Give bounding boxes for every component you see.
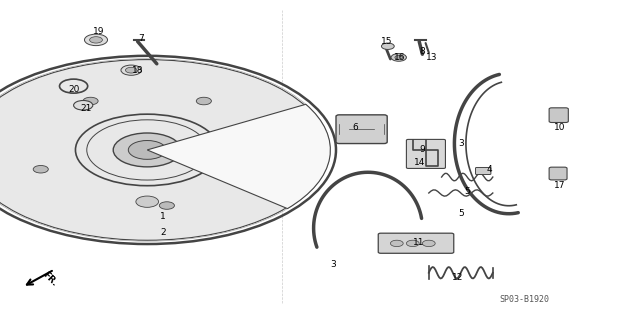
Text: 17: 17 — [554, 181, 566, 189]
FancyBboxPatch shape — [549, 167, 567, 180]
Text: 3: 3 — [458, 139, 463, 148]
Circle shape — [381, 43, 394, 49]
Circle shape — [121, 65, 141, 75]
Text: 3: 3 — [330, 260, 335, 269]
Circle shape — [406, 240, 419, 247]
Circle shape — [395, 56, 403, 59]
FancyBboxPatch shape — [406, 139, 445, 168]
Text: 20: 20 — [68, 85, 79, 94]
Wedge shape — [147, 104, 330, 209]
FancyBboxPatch shape — [476, 167, 491, 174]
Text: 7: 7 — [138, 34, 143, 43]
Text: 8: 8 — [420, 47, 425, 56]
Circle shape — [83, 97, 98, 105]
Text: 12: 12 — [452, 273, 463, 282]
Text: 14: 14 — [413, 158, 425, 167]
Circle shape — [390, 240, 403, 247]
Text: 4: 4 — [487, 165, 492, 174]
Text: 13: 13 — [426, 53, 438, 62]
Text: 6: 6 — [353, 123, 358, 132]
Circle shape — [136, 196, 159, 207]
Text: 5: 5 — [458, 209, 463, 218]
Text: 1: 1 — [161, 212, 166, 221]
Circle shape — [422, 240, 435, 247]
Text: SP03-B1920: SP03-B1920 — [500, 295, 550, 304]
FancyBboxPatch shape — [549, 108, 568, 122]
Circle shape — [159, 202, 175, 209]
Text: 5: 5 — [465, 187, 470, 196]
Circle shape — [33, 166, 48, 173]
Circle shape — [196, 97, 211, 105]
FancyBboxPatch shape — [378, 233, 454, 253]
Text: 21: 21 — [81, 104, 92, 113]
Text: 2: 2 — [161, 228, 166, 237]
Circle shape — [391, 54, 406, 61]
Circle shape — [90, 37, 102, 43]
Circle shape — [74, 100, 93, 110]
Text: 16: 16 — [394, 53, 406, 62]
Text: 10: 10 — [554, 123, 566, 132]
Circle shape — [84, 34, 108, 46]
Text: 15: 15 — [381, 37, 393, 46]
Circle shape — [125, 67, 137, 73]
Circle shape — [113, 133, 181, 167]
Text: 18: 18 — [132, 66, 143, 75]
Circle shape — [129, 140, 166, 159]
Text: FR.: FR. — [41, 270, 59, 288]
FancyBboxPatch shape — [336, 115, 387, 144]
Text: 11: 11 — [413, 238, 425, 247]
Circle shape — [0, 60, 328, 240]
Text: 9: 9 — [420, 145, 425, 154]
Text: 19: 19 — [93, 27, 105, 36]
